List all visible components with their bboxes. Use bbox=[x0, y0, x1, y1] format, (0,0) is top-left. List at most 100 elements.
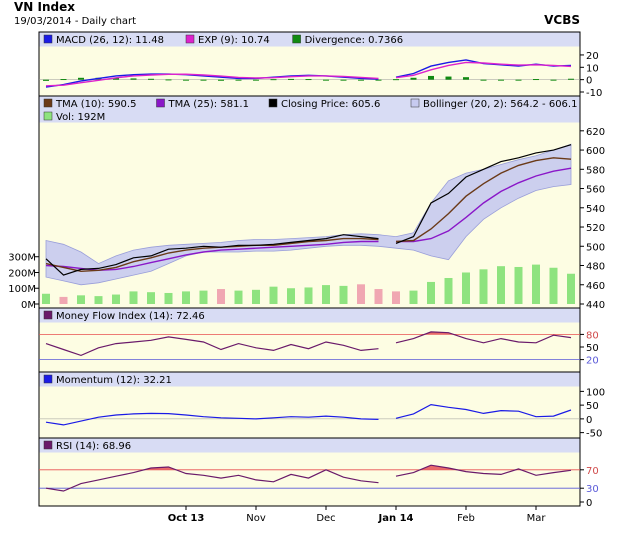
legend-swatch bbox=[43, 374, 53, 384]
y-tick-label: 460 bbox=[586, 281, 605, 292]
y-tick-label: 50 bbox=[586, 343, 599, 354]
volume-bar bbox=[304, 287, 313, 304]
legend-label: Bollinger (20, 2): 564.2 - 606.1 bbox=[423, 99, 577, 110]
volume-bar bbox=[427, 281, 435, 304]
y-tick-label: 560 bbox=[586, 185, 605, 196]
divergence-bar bbox=[60, 79, 67, 81]
volume-bar bbox=[112, 294, 120, 304]
legend-swatch bbox=[43, 34, 53, 44]
divergence-bar bbox=[340, 79, 347, 81]
chart-title: VN Index bbox=[14, 0, 75, 14]
divergence-bar bbox=[43, 79, 49, 81]
tma10-line bbox=[45, 237, 379, 273]
divergence-bar bbox=[78, 77, 84, 80]
volume-bar bbox=[77, 295, 85, 304]
volume-bar bbox=[182, 291, 190, 304]
legend-label: Closing Price: 605.6 bbox=[281, 99, 380, 110]
volume-bar bbox=[479, 269, 488, 304]
divergence-bar bbox=[113, 77, 119, 80]
x-axis: Oct 13 Nov Dec Jan 14 Feb Mar bbox=[168, 506, 547, 524]
volume-bar bbox=[59, 296, 68, 304]
volume-tick-label: 300M bbox=[8, 253, 36, 264]
volume-bar bbox=[357, 284, 365, 304]
exp-line bbox=[45, 73, 379, 87]
volume-bar bbox=[147, 292, 155, 304]
volume-bar bbox=[549, 267, 558, 304]
closing-price-line bbox=[395, 144, 572, 244]
divergence-bar bbox=[270, 79, 277, 81]
mfi-line bbox=[45, 336, 379, 357]
volume-bar bbox=[322, 285, 330, 304]
exp-line bbox=[395, 61, 572, 79]
divergence-bar bbox=[533, 79, 539, 81]
legend-label: Divergence: 0.7366 bbox=[305, 35, 404, 46]
volume-bar bbox=[409, 290, 418, 304]
volume-bar bbox=[374, 289, 383, 304]
y-tick-label: 0 bbox=[586, 76, 592, 87]
volume-bar bbox=[42, 293, 50, 304]
divergence-bar bbox=[410, 77, 417, 80]
legend-swatch bbox=[43, 98, 53, 108]
tma10-line bbox=[395, 157, 572, 243]
legend-label: Vol: 192M bbox=[56, 112, 105, 123]
y-tick-label: 540 bbox=[586, 204, 605, 215]
legend-swatch bbox=[185, 34, 195, 44]
rsi-line bbox=[45, 466, 379, 492]
volume-bar bbox=[532, 264, 540, 304]
x-tick-label: Jan 14 bbox=[378, 513, 414, 524]
y-tick-label: 10 bbox=[586, 63, 599, 74]
legend-swatch bbox=[43, 440, 53, 450]
volume-bar bbox=[287, 288, 295, 304]
legend-swatch bbox=[268, 98, 278, 108]
volume-bar bbox=[392, 291, 400, 304]
y-tick-label: 80 bbox=[586, 330, 599, 341]
legend-swatch bbox=[410, 98, 420, 108]
x-tick-label: Feb bbox=[457, 513, 475, 524]
y-tick-label: 520 bbox=[586, 223, 605, 234]
y-tick-label: 620 bbox=[586, 127, 605, 138]
y-tick-label: 100 bbox=[586, 387, 605, 398]
volume-bar bbox=[252, 289, 260, 304]
divergence-bar bbox=[165, 79, 172, 81]
legend-swatch bbox=[43, 310, 53, 320]
legend-band bbox=[39, 308, 580, 323]
x-tick-label: Nov bbox=[246, 513, 266, 524]
divergence-bar bbox=[480, 79, 487, 81]
divergence-bar bbox=[218, 79, 224, 81]
closing-price-line bbox=[45, 234, 379, 276]
momentum-line bbox=[45, 412, 379, 426]
volume-bar bbox=[217, 289, 225, 304]
y-tick-label: 20 bbox=[586, 356, 599, 367]
divergence-bar bbox=[288, 78, 294, 80]
x-tick-label: Dec bbox=[316, 513, 335, 524]
y-tick-label: 50 bbox=[586, 401, 599, 412]
legend-label: TMA (25): 581.1 bbox=[168, 99, 249, 110]
momentum-line bbox=[395, 403, 572, 419]
divergence-bar bbox=[393, 79, 399, 81]
legend-label: Money Flow Index (14): 72.46 bbox=[56, 311, 205, 322]
panel-momentum: Momentum (12): 32.21 100 50 0 -50 bbox=[38, 371, 605, 440]
volume-tick-label: 200M bbox=[8, 268, 36, 279]
legend-band bbox=[39, 32, 580, 47]
legend-label: Momentum (12): 32.21 bbox=[56, 375, 172, 386]
divergence-bar bbox=[305, 79, 312, 81]
legend-band bbox=[39, 96, 580, 123]
volume-bar bbox=[567, 273, 575, 304]
divergence-bar bbox=[253, 79, 259, 81]
legend-label: MACD (26, 12): 11.48 bbox=[56, 35, 164, 46]
y-tick-label: 440 bbox=[586, 300, 605, 311]
volume-bar bbox=[462, 272, 470, 304]
panel-macd: MACD (26, 12): 11.48 EXP (9): 10.74 Diverg… bbox=[38, 31, 602, 99]
volume-bar bbox=[164, 292, 173, 304]
divergence-bar bbox=[130, 78, 137, 80]
volume-tick-label: 0M bbox=[21, 300, 36, 311]
tma25-line bbox=[396, 167, 572, 243]
y-tick-label: 20 bbox=[586, 51, 599, 62]
legend-label: RSI (14): 68.96 bbox=[56, 441, 131, 452]
volume-bar bbox=[94, 296, 103, 304]
x-tick-label: Mar bbox=[527, 513, 547, 524]
rsi-line bbox=[395, 464, 572, 477]
divergence-bar bbox=[498, 79, 504, 81]
panel-rsi: RSI (14): 68.96 70 30 0 bbox=[38, 437, 599, 509]
